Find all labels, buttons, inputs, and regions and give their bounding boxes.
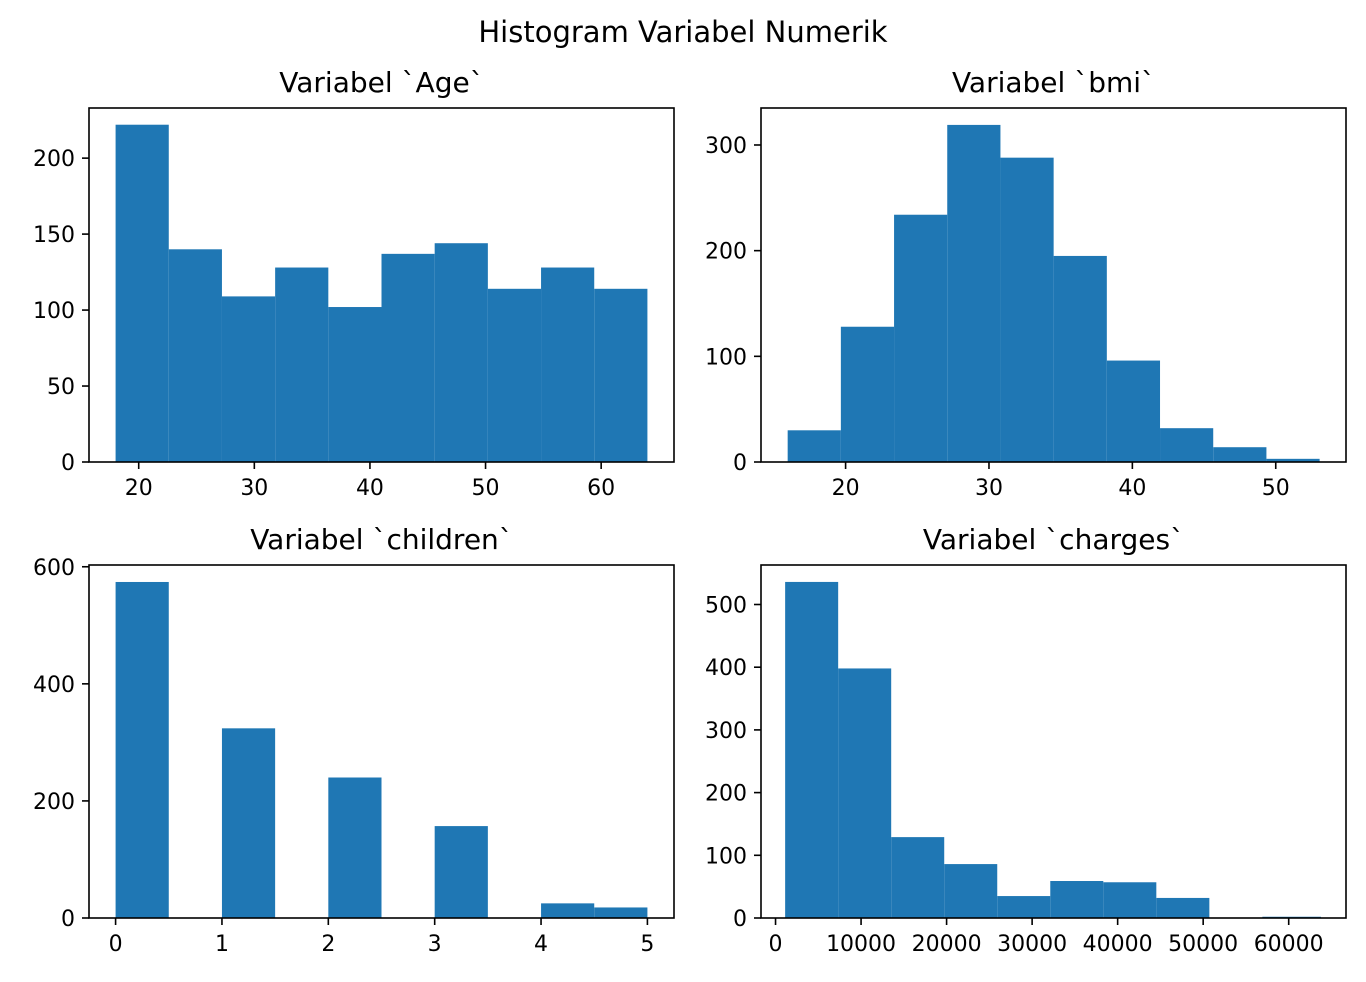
charges-y-tick-label: 200 bbox=[705, 782, 747, 807]
children-y-tick-label: 600 bbox=[33, 556, 75, 581]
children-bar bbox=[434, 826, 488, 918]
age-y-tick-label: 150 bbox=[33, 223, 75, 248]
age-bar bbox=[221, 296, 276, 462]
charges-bar bbox=[944, 864, 998, 918]
children-bar bbox=[541, 903, 595, 918]
subplot-children: 0 1 2 3 4 5 0 200 400 600 Variabel `children` bbox=[33, 523, 675, 957]
bmi-y-tick-label: 300 bbox=[705, 134, 747, 159]
age-bar bbox=[328, 307, 382, 462]
children-x-tick-label: 5 bbox=[640, 932, 654, 957]
children-bar bbox=[221, 728, 276, 918]
children-x-tick-label: 3 bbox=[428, 932, 442, 957]
bmi-x-tick-label: 40 bbox=[1118, 476, 1146, 501]
charges-bar bbox=[891, 837, 945, 918]
age-x-tick-label: 60 bbox=[587, 476, 615, 501]
age-x-tick-label: 30 bbox=[240, 476, 268, 501]
bmi-bar bbox=[1160, 428, 1214, 462]
charges-bar bbox=[838, 668, 892, 918]
bmi-subplot-title: Variabel `bmi` bbox=[952, 66, 1155, 99]
subplot-bmi: 20 30 40 50 0 100 200 300 Variabel `bmi` bbox=[705, 66, 1347, 501]
charges-y-tick-label: 300 bbox=[705, 719, 747, 744]
bmi-bar bbox=[1266, 458, 1320, 462]
charges-y-tick-label: 100 bbox=[705, 844, 747, 869]
children-bar bbox=[328, 777, 382, 918]
age-y-tick-label: 0 bbox=[61, 451, 75, 476]
age-bar bbox=[168, 249, 222, 462]
bmi-bar bbox=[1053, 255, 1107, 462]
bmi-bar bbox=[1106, 360, 1161, 462]
children-y-tick-label: 200 bbox=[33, 790, 75, 815]
subplot-charges: 0 10000 20000 30000 40000 50000 60000 0 100 200 30… bbox=[705, 523, 1347, 957]
charges-bar bbox=[1103, 882, 1157, 918]
charges-bar bbox=[997, 896, 1051, 918]
age-bar bbox=[487, 288, 542, 462]
bmi-x-tick-label: 20 bbox=[832, 476, 860, 501]
bmi-y-tick-label: 0 bbox=[733, 451, 747, 476]
age-subplot-title: Variabel `Age` bbox=[279, 66, 483, 99]
children-y-tick-label: 0 bbox=[61, 907, 75, 932]
subplot-age: 20 30 40 50 60 0 50 100 150 200 Variabel `Age` bbox=[33, 66, 675, 501]
age-x-tick-label: 50 bbox=[472, 476, 500, 501]
bmi-bar bbox=[1000, 157, 1054, 463]
bmi-x-tick-label: 50 bbox=[1262, 476, 1290, 501]
age-axes-frame bbox=[88, 107, 675, 463]
bmi-bar bbox=[894, 214, 948, 462]
bmi-axes-frame bbox=[760, 107, 1347, 463]
charges-y-tick-label: 400 bbox=[705, 656, 747, 681]
children-x-tick-label: 0 bbox=[109, 932, 123, 957]
age-x-tick-label: 40 bbox=[356, 476, 384, 501]
charges-x-tick-label: 40000 bbox=[1083, 932, 1153, 957]
charges-bar bbox=[1156, 897, 1210, 918]
children-x-tick-label: 4 bbox=[534, 932, 548, 957]
children-axes-frame bbox=[88, 564, 675, 919]
age-bar bbox=[275, 267, 329, 462]
bmi-y-tick-label: 200 bbox=[705, 240, 747, 265]
charges-x-tick-label: 50000 bbox=[1168, 932, 1238, 957]
charges-y-tick-label: 500 bbox=[705, 594, 747, 619]
age-y-tick-label: 200 bbox=[33, 147, 75, 172]
bmi-x-tick-label: 30 bbox=[975, 476, 1003, 501]
charges-x-tick-label: 30000 bbox=[997, 932, 1067, 957]
charges-x-tick-label: 60000 bbox=[1254, 932, 1324, 957]
charges-axes-frame bbox=[760, 564, 1347, 919]
children-bar bbox=[115, 581, 169, 918]
age-bar bbox=[434, 243, 488, 462]
age-y-tick-label: 100 bbox=[33, 299, 75, 324]
age-bar bbox=[541, 267, 595, 462]
charges-x-tick-label: 20000 bbox=[912, 932, 982, 957]
children-bar bbox=[594, 907, 648, 918]
age-bar bbox=[594, 288, 648, 462]
children-subplot-title: Variabel `children` bbox=[250, 523, 513, 556]
children-x-tick-label: 1 bbox=[215, 932, 229, 957]
charges-subplot-title: Variabel `charges` bbox=[923, 523, 1184, 556]
charges-bar bbox=[1050, 881, 1104, 918]
figure-suptitle: Histogram Variabel Numerik bbox=[478, 15, 887, 49]
bmi-bar bbox=[787, 430, 841, 462]
charges-bar bbox=[785, 581, 839, 918]
children-x-tick-label: 2 bbox=[321, 932, 335, 957]
bmi-bar bbox=[840, 326, 895, 462]
bmi-y-tick-label: 100 bbox=[705, 345, 747, 370]
bmi-bar bbox=[947, 124, 1001, 462]
age-y-tick-label: 50 bbox=[47, 375, 75, 400]
children-y-tick-label: 400 bbox=[33, 673, 75, 698]
age-x-tick-label: 20 bbox=[125, 476, 153, 501]
age-bar bbox=[115, 124, 169, 463]
bmi-bar bbox=[1213, 447, 1267, 462]
charges-x-tick-label: 0 bbox=[769, 932, 783, 957]
charges-y-tick-label: 0 bbox=[733, 907, 747, 932]
charges-x-tick-label: 10000 bbox=[826, 932, 896, 957]
age-bar bbox=[381, 253, 435, 462]
